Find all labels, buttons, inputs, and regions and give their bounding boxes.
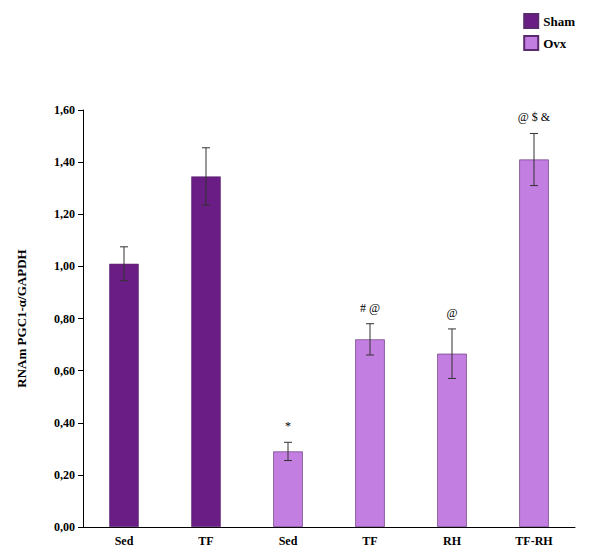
svg-text:Ovx: Ovx <box>543 36 567 51</box>
svg-text:RH: RH <box>443 534 462 548</box>
svg-text:0,60: 0,60 <box>54 364 75 378</box>
svg-text:@: @ <box>446 306 457 320</box>
svg-text:Sed: Sed <box>115 534 134 548</box>
svg-text:0,80: 0,80 <box>54 312 75 326</box>
svg-text:RNAm PGC1-α/GAPDH: RNAm PGC1-α/GAPDH <box>14 249 29 387</box>
svg-text:TF: TF <box>362 534 377 548</box>
svg-text:# @: # @ <box>360 301 380 315</box>
svg-text:0,40: 0,40 <box>54 416 75 430</box>
svg-text:Sed: Sed <box>279 534 298 548</box>
svg-text:@ $ &: @ $ & <box>518 110 551 124</box>
svg-text:1,40: 1,40 <box>54 155 75 169</box>
svg-text:0,00: 0,00 <box>54 520 75 534</box>
svg-text:*: * <box>285 419 291 433</box>
svg-text:TF: TF <box>198 534 213 548</box>
svg-text:1,60: 1,60 <box>54 103 75 117</box>
svg-text:1,00: 1,00 <box>54 259 75 273</box>
svg-text:1,20: 1,20 <box>54 207 75 221</box>
svg-text:0,20: 0,20 <box>54 468 75 482</box>
svg-text:TF-RH: TF-RH <box>515 534 553 548</box>
svg-text:Sham: Sham <box>543 14 575 29</box>
